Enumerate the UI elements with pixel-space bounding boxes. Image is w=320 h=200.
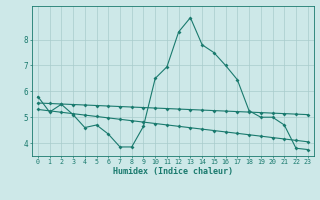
X-axis label: Humidex (Indice chaleur): Humidex (Indice chaleur) [113, 167, 233, 176]
